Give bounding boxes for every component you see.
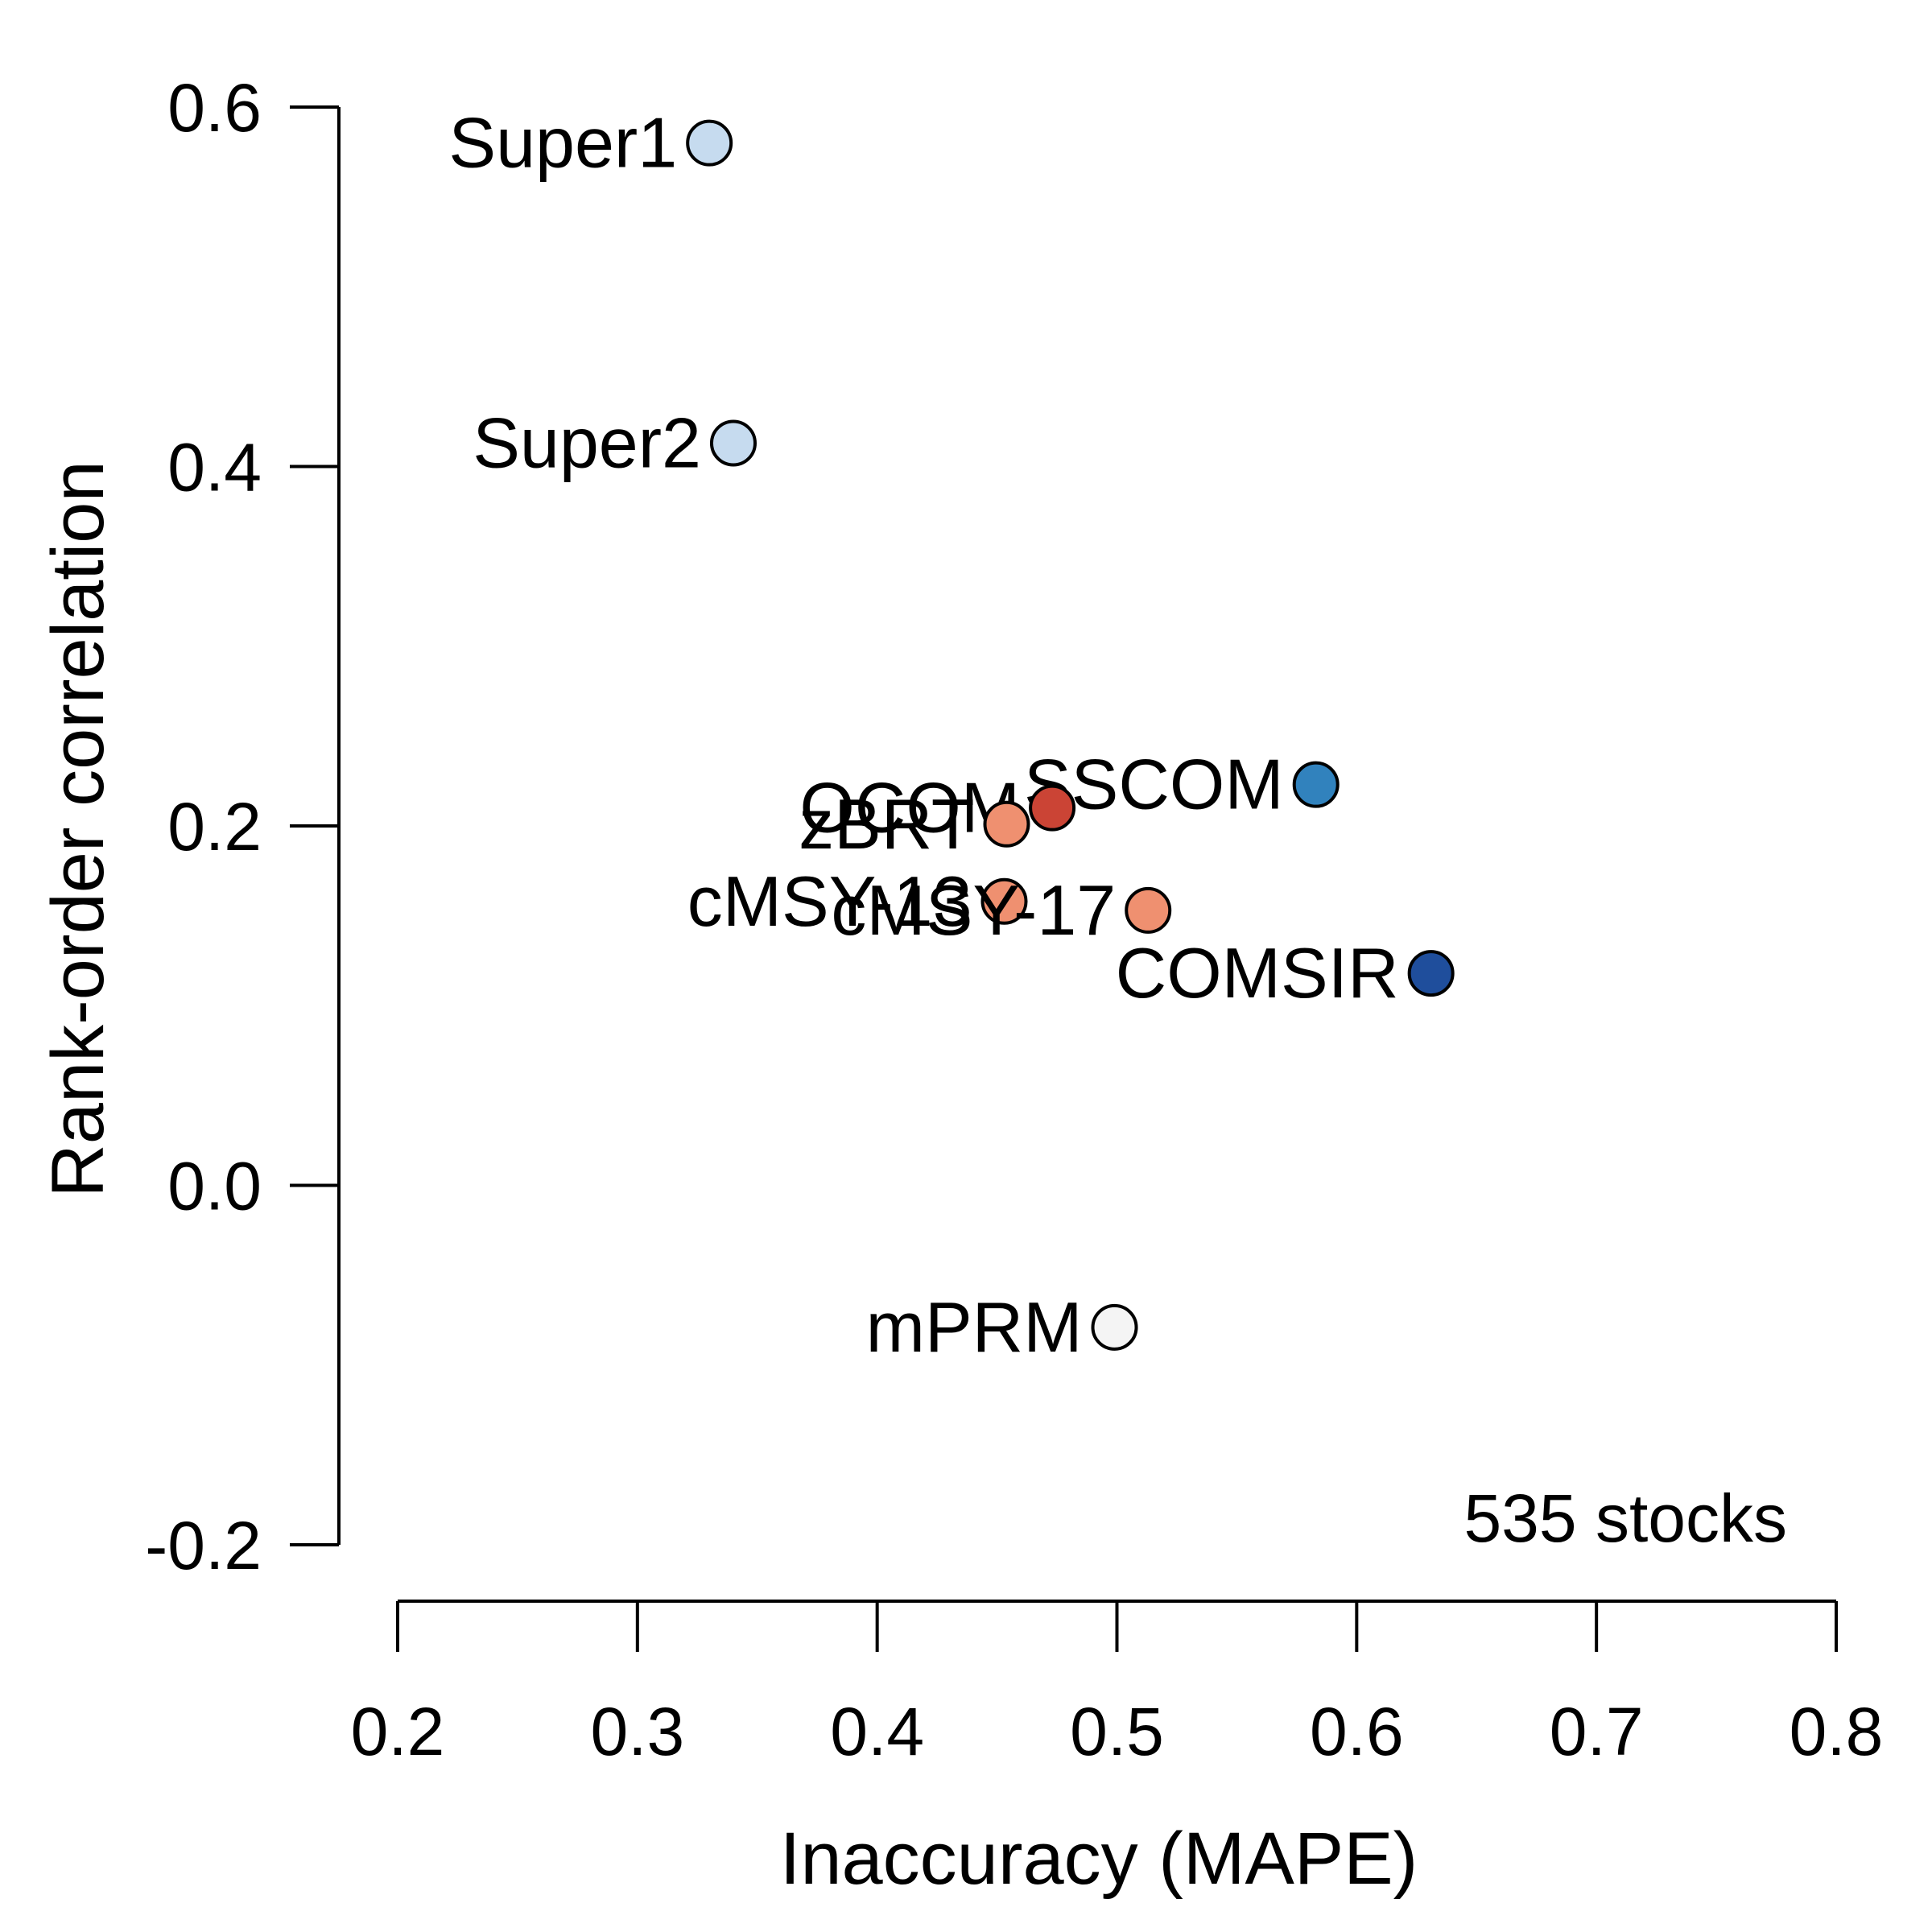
point-marker (1125, 886, 1172, 934)
y-tick-label: 0.0 (167, 1149, 262, 1224)
point-marker (1091, 1303, 1138, 1351)
y-tick-label: -0.2 (145, 1508, 262, 1583)
point-label: mPRM (866, 1287, 1083, 1367)
data-point: cMSY-13 (687, 861, 1028, 941)
point-label: Super1 (448, 103, 677, 183)
y-axis-title: Rank-order correlation (37, 460, 119, 1197)
point-label: zBRT (799, 784, 974, 864)
y-tick-label: 0.6 (167, 70, 262, 146)
x-tick-label: 0.8 (1790, 1694, 1884, 1769)
data-point: OCOM (799, 768, 1076, 848)
point-marker (983, 800, 1030, 848)
x-tick-label: 0.3 (590, 1694, 684, 1769)
point-label: cMSY-13 (687, 861, 972, 941)
point-label: cMSY-17 (831, 870, 1116, 950)
point-label: Super2 (473, 402, 701, 482)
point-marker (1292, 761, 1340, 808)
x-tick-label: 0.6 (1310, 1694, 1404, 1769)
x-axis: 0.2 0.3 0.4 0.5 0.6 0.7 0.8 (351, 1600, 1884, 1769)
point-marker (980, 877, 1028, 925)
stock-count-annotation: 535 stocks (1463, 1480, 1787, 1556)
point-marker (709, 419, 757, 467)
x-tick-label: 0.5 (1070, 1694, 1164, 1769)
data-point: mPRM (866, 1287, 1138, 1367)
data-points: Super1Super2SSCOMOCOMzBRTcMSY-13cMSY-17C… (448, 103, 1455, 1367)
y-tick-label: 0.4 (167, 430, 262, 506)
data-point: Super1 (448, 103, 733, 183)
point-marker (1029, 784, 1076, 832)
y-axis: -0.2 0.0 0.2 0.4 0.6 (145, 70, 341, 1583)
point-label: OCOM (799, 768, 1020, 848)
point-label: COMSIR (1116, 933, 1399, 1013)
data-point: cMSY-17 (831, 870, 1172, 950)
x-tick-label: 0.2 (351, 1694, 445, 1769)
x-tick-label: 0.4 (830, 1694, 924, 1769)
data-point: COMSIR (1116, 933, 1455, 1013)
y-tick-label: 0.2 (167, 789, 262, 865)
point-marker (1407, 950, 1455, 997)
point-marker (686, 119, 733, 167)
data-point: Super2 (473, 402, 757, 482)
data-point: zBRT (799, 784, 1030, 864)
x-axis-title: Inaccuracy (MAPE) (780, 1818, 1418, 1900)
x-tick-label: 0.7 (1550, 1694, 1644, 1769)
